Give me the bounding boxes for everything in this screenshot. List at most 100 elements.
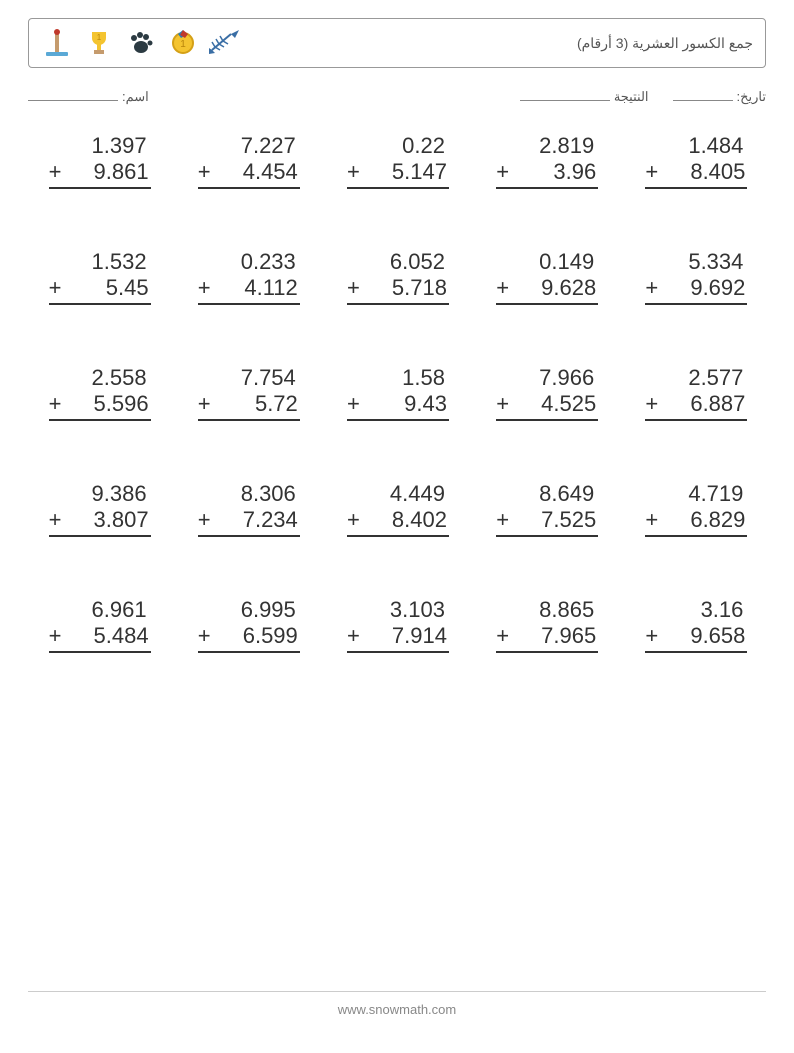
svg-text:1: 1 [180, 39, 186, 50]
addend-bottom: 7.965 [541, 623, 596, 649]
operator: + [645, 275, 658, 301]
addend-bottom: 7.914 [392, 623, 447, 649]
problem: 6.961+5.484 [49, 597, 149, 653]
problem: 8.865+7.965 [496, 597, 596, 653]
problem: 5.334+9.692 [645, 249, 745, 305]
footer: www.snowmath.com [0, 991, 794, 1017]
name-label: اسم: [122, 89, 149, 105]
operator: + [49, 159, 62, 185]
addend-bottom-row: +6.599 [198, 623, 300, 653]
addend-bottom: 9.43 [404, 391, 447, 417]
addend-bottom: 5.72 [255, 391, 298, 417]
problem: 2.577+6.887 [645, 365, 745, 421]
problem: 8.306+7.234 [198, 481, 298, 537]
operator: + [347, 507, 360, 533]
addend-bottom-row: +8.402 [347, 507, 449, 537]
addend-top: 4.719 [645, 481, 745, 507]
operator: + [347, 159, 360, 185]
problem: 7.227+4.454 [198, 133, 298, 189]
problem: 0.149+9.628 [496, 249, 596, 305]
addend-top: 7.754 [198, 365, 298, 391]
operator: + [496, 507, 509, 533]
addend-bottom-row: +4.525 [496, 391, 598, 421]
addend-top: 8.865 [496, 597, 596, 623]
addend-top: 1.484 [645, 133, 745, 159]
problem: 7.754+5.72 [198, 365, 298, 421]
addend-bottom-row: +8.405 [645, 159, 747, 189]
problem: 4.449+8.402 [347, 481, 447, 537]
addend-bottom: 5.718 [392, 275, 447, 301]
svg-text:1: 1 [97, 33, 102, 42]
addend-top: 0.22 [347, 133, 447, 159]
addend-top: 1.58 [347, 365, 447, 391]
name-blank [28, 86, 118, 101]
addend-top: 6.052 [347, 249, 447, 275]
operator: + [645, 507, 658, 533]
addend-bottom: 9.861 [94, 159, 149, 185]
addend-bottom: 9.628 [541, 275, 596, 301]
operator: + [347, 391, 360, 417]
date-label: تاريخ: [737, 89, 766, 105]
addend-bottom: 5.45 [106, 275, 149, 301]
operator: + [198, 159, 211, 185]
addend-bottom: 6.599 [243, 623, 298, 649]
addend-bottom-row: +4.454 [198, 159, 300, 189]
addend-bottom: 8.405 [690, 159, 745, 185]
operator: + [347, 275, 360, 301]
name-field: اسم: [28, 86, 149, 105]
operator: + [496, 275, 509, 301]
addend-bottom-row: +6.887 [645, 391, 747, 421]
problem: 1.58+9.43 [347, 365, 447, 421]
header-icons: 1 1 [41, 27, 241, 59]
footer-url: www.snowmath.com [338, 1002, 456, 1017]
addend-bottom-row: +5.484 [49, 623, 151, 653]
problem: 0.233+4.112 [198, 249, 298, 305]
addend-top: 8.306 [198, 481, 298, 507]
problem: 3.103+7.914 [347, 597, 447, 653]
addend-top: 1.397 [49, 133, 149, 159]
addend-bottom-row: +6.829 [645, 507, 747, 537]
operator: + [49, 391, 62, 417]
addend-bottom: 8.402 [392, 507, 447, 533]
score-label: النتيجة [614, 89, 649, 105]
addend-top: 8.649 [496, 481, 596, 507]
addend-top: 3.103 [347, 597, 447, 623]
addend-bottom-row: +9.692 [645, 275, 747, 305]
addend-bottom-row: +7.965 [496, 623, 598, 653]
trophy-icon: 1 [83, 27, 115, 59]
addend-top: 7.966 [496, 365, 596, 391]
addend-bottom: 3.807 [94, 507, 149, 533]
addend-bottom-row: +3.807 [49, 507, 151, 537]
operator: + [198, 391, 211, 417]
addend-bottom: 7.234 [243, 507, 298, 533]
addend-bottom-row: +9.861 [49, 159, 151, 189]
problem: 6.052+5.718 [347, 249, 447, 305]
problem: 1.397+9.861 [49, 133, 149, 189]
date-blank [673, 86, 733, 101]
paw-icon [125, 27, 157, 59]
operator: + [49, 507, 62, 533]
problem: 3.16+9.658 [645, 597, 745, 653]
addend-bottom-row: +5.72 [198, 391, 300, 421]
addend-bottom: 4.525 [541, 391, 596, 417]
addend-top: 4.449 [347, 481, 447, 507]
addend-bottom-row: +5.596 [49, 391, 151, 421]
addend-bottom-row: +9.658 [645, 623, 747, 653]
abacus-icon [41, 27, 73, 59]
addend-top: 5.334 [645, 249, 745, 275]
addend-top: 2.558 [49, 365, 149, 391]
addend-bottom-row: +7.234 [198, 507, 300, 537]
addend-bottom: 5.484 [94, 623, 149, 649]
addend-bottom: 7.525 [541, 507, 596, 533]
operator: + [645, 623, 658, 649]
addend-top: 1.532 [49, 249, 149, 275]
operator: + [198, 507, 211, 533]
problem: 1.532+5.45 [49, 249, 149, 305]
addend-bottom-row: +7.914 [347, 623, 449, 653]
problem-grid: 1.397+9.8617.227+4.4540.22+5.1472.819+3.… [28, 133, 766, 653]
addend-bottom: 5.147 [392, 159, 447, 185]
addend-bottom: 4.112 [244, 275, 297, 301]
addend-top: 0.233 [198, 249, 298, 275]
addend-bottom: 9.658 [690, 623, 745, 649]
problem: 2.558+5.596 [49, 365, 149, 421]
